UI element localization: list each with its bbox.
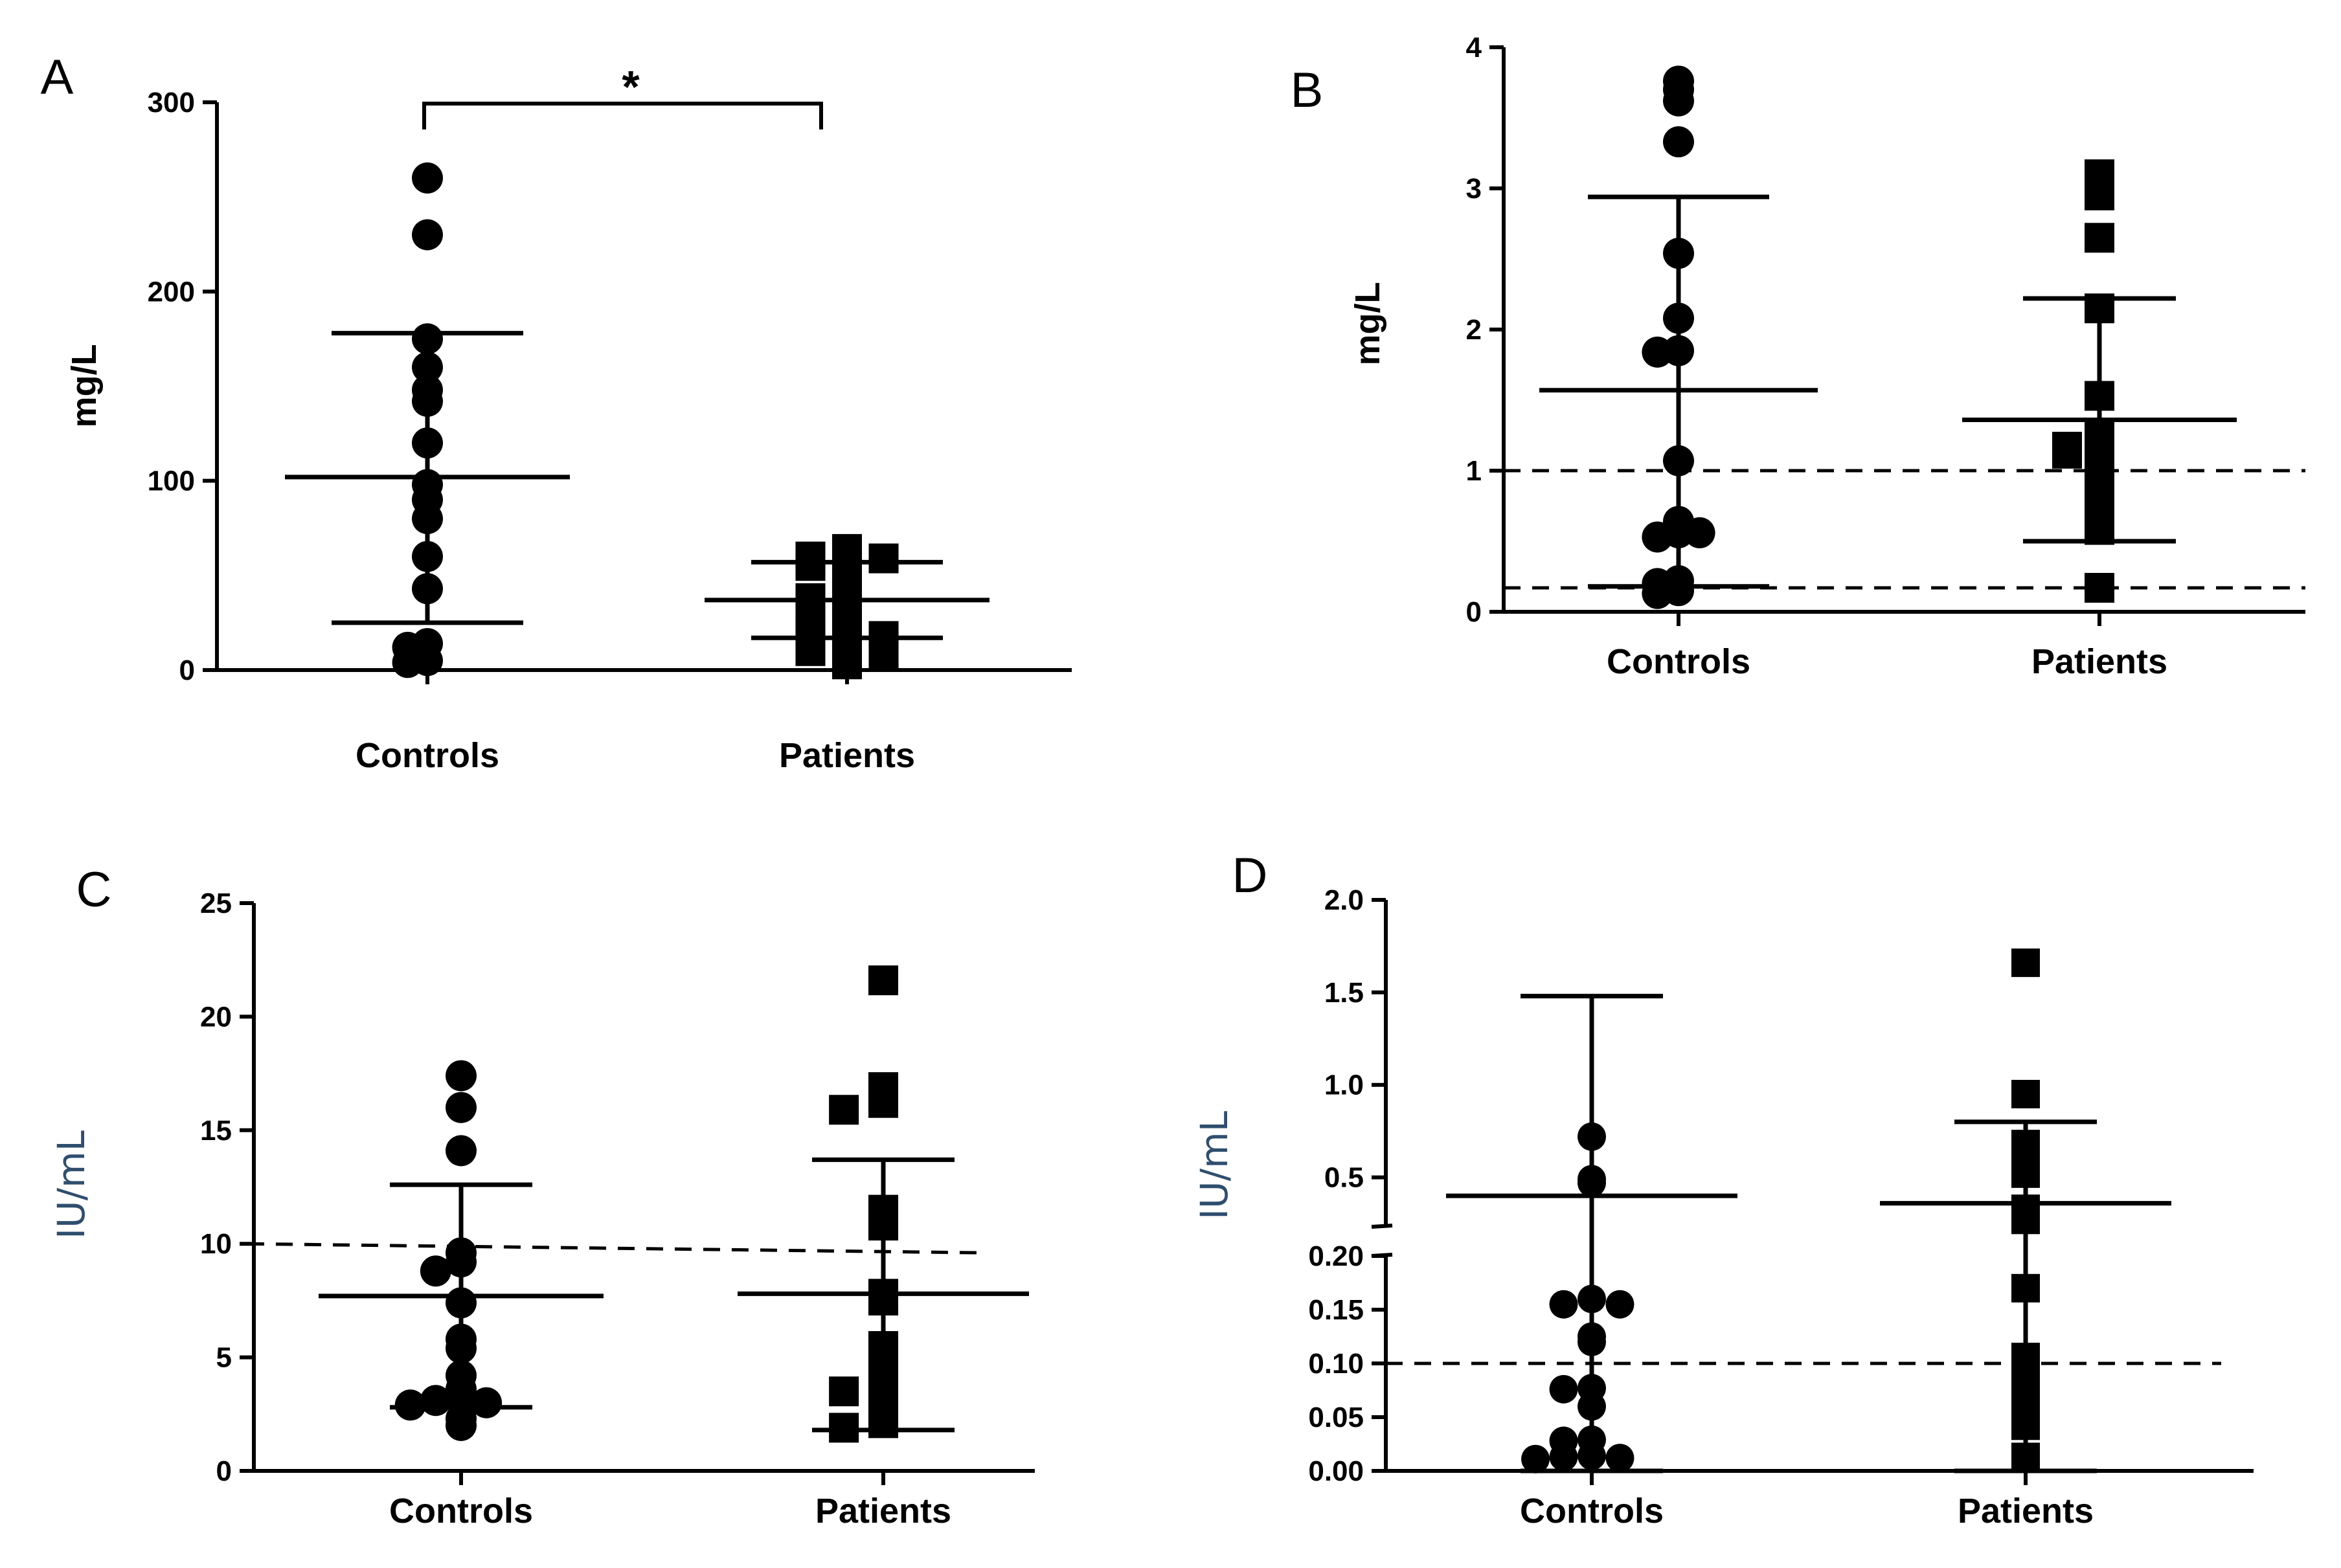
data-point: [2085, 572, 2114, 603]
y-tick-label: 0.10: [1308, 1348, 1364, 1380]
y-tick-label: 1.5: [1324, 977, 1364, 1009]
y-tick-label: 25: [200, 888, 232, 919]
data-point: [446, 1092, 477, 1123]
y-tick-label: 0.20: [1308, 1240, 1364, 1272]
data-point: [394, 1389, 426, 1421]
x-tick-label: Controls: [389, 1492, 533, 1530]
y-tick-label: 5: [216, 1342, 232, 1374]
data-point: [392, 647, 424, 678]
reference-line: [247, 1242, 988, 1255]
y-tick-label: 10: [200, 1228, 232, 1260]
x-tick-label: Controls: [1520, 1492, 1664, 1530]
data-point: [1663, 85, 1694, 117]
panel-b: 0 1 2 3 4 Controls Patients Bmg/L: [1291, 32, 2305, 681]
data-point: [2085, 180, 2114, 210]
y-tick-label: 0.15: [1308, 1294, 1364, 1326]
y-tick-label: 0.05: [1308, 1402, 1364, 1433]
panel-d: 0.00 0.05 0.10 0.15 0.20 0.5 1.0 1.5 2.0 Controls…: [1192, 848, 2254, 1530]
data-point: [446, 1135, 477, 1167]
data-point: [2011, 1080, 2040, 1108]
x-tick-label: Patients: [815, 1492, 951, 1530]
y-tick-label: 20: [200, 1001, 232, 1033]
y-tick-label: 0.00: [1308, 1455, 1364, 1487]
y-tick-label: 3: [1466, 173, 1482, 205]
y-tick-label: 1.0: [1324, 1070, 1364, 1101]
data-point: [1605, 1444, 1634, 1473]
data-point: [795, 636, 826, 666]
data-point: [868, 1088, 898, 1118]
data-point: [471, 1387, 503, 1418]
data-point: [829, 1095, 859, 1125]
data-point: [446, 1409, 477, 1441]
data-point: [1549, 1290, 1578, 1319]
data-point: [1642, 577, 1673, 609]
axis-break-mark: [1371, 1224, 1393, 1229]
y-tick-label: 2: [1466, 314, 1482, 346]
data-point: [868, 640, 899, 670]
y-tick-label: 15: [200, 1115, 232, 1147]
panel-label: C: [76, 862, 112, 917]
panel-label: D: [1232, 848, 1268, 903]
y-axis-label: IU/mL: [49, 1130, 93, 1239]
data-point: [2052, 438, 2082, 469]
data-point: [1642, 336, 1673, 368]
data-point: [412, 219, 443, 251]
data-point: [868, 543, 899, 574]
y-tick-label: 2.0: [1324, 884, 1364, 916]
y-tick-label: 0: [216, 1455, 232, 1487]
data-point: [1549, 1442, 1578, 1472]
y-tick-label: 0.5: [1324, 1162, 1364, 1194]
y-tick-label: 0: [1466, 596, 1482, 628]
y-axis-label: IU/mL: [1192, 1111, 1236, 1220]
data-point: [832, 649, 862, 680]
y-axis-label: mg/L: [1348, 282, 1387, 366]
significance-marker: *: [622, 62, 640, 112]
x-tick-label: Controls: [356, 736, 499, 775]
data-point: [829, 1376, 859, 1407]
x-tick-label: Controls: [1607, 642, 1750, 681]
data-point: [1605, 1290, 1634, 1319]
panel-c: 0 5 10 15 20 25 Controls Patients C IU/mL: [49, 862, 1035, 1530]
data-point: [795, 551, 826, 581]
x-tick-label: Patients: [2031, 642, 2167, 681]
data-point: [412, 162, 443, 194]
data-point: [420, 1255, 451, 1287]
data-point: [1521, 1444, 1550, 1473]
data-point: [1642, 521, 1673, 553]
y-tick-label: 200: [148, 276, 195, 308]
data-point: [446, 1060, 477, 1092]
x-tick-label: Patients: [1958, 1492, 2094, 1530]
panel-label: B: [1291, 63, 1324, 118]
y-axis-label: mg/L: [65, 344, 104, 428]
data-point: [829, 1413, 859, 1443]
data-point: [2011, 948, 2040, 978]
data-point: [2085, 223, 2114, 253]
data-point: [868, 965, 898, 996]
data-point: [1684, 517, 1715, 548]
y-tick-label: 100: [148, 465, 195, 497]
x-tick-label: Patients: [779, 736, 915, 775]
y-tick-label: 0: [179, 655, 195, 686]
data-point: [1663, 126, 1694, 158]
data-point: [1549, 1374, 1578, 1404]
significance-bracket: [422, 102, 823, 129]
panel-label: A: [41, 50, 74, 105]
y-tick-label: 1: [1466, 455, 1482, 487]
y-tick-label: 4: [1466, 32, 1482, 63]
panel-a: 0 100 200 300 Controls Patients Amg/L *: [41, 50, 1072, 775]
y-tick-label: 300: [148, 87, 195, 118]
